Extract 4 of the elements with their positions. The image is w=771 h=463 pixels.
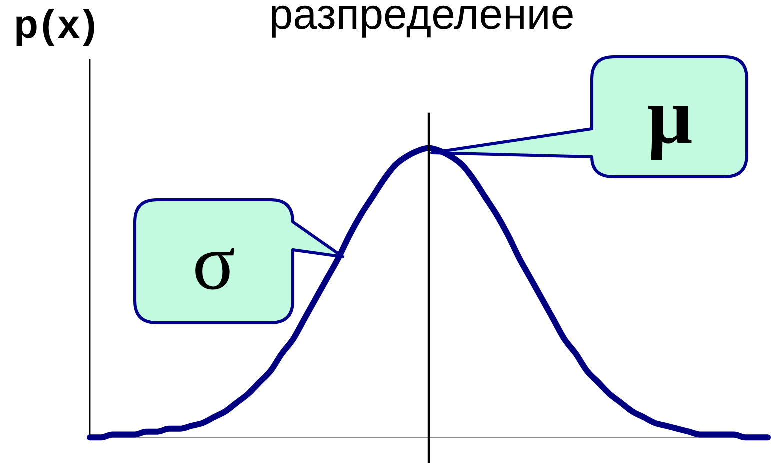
annotation: σ (191, 219, 237, 307)
chart-title: разпределение (269, 0, 575, 39)
y-axis-title: p(x) (14, 3, 100, 47)
annotation: μ (646, 73, 694, 161)
